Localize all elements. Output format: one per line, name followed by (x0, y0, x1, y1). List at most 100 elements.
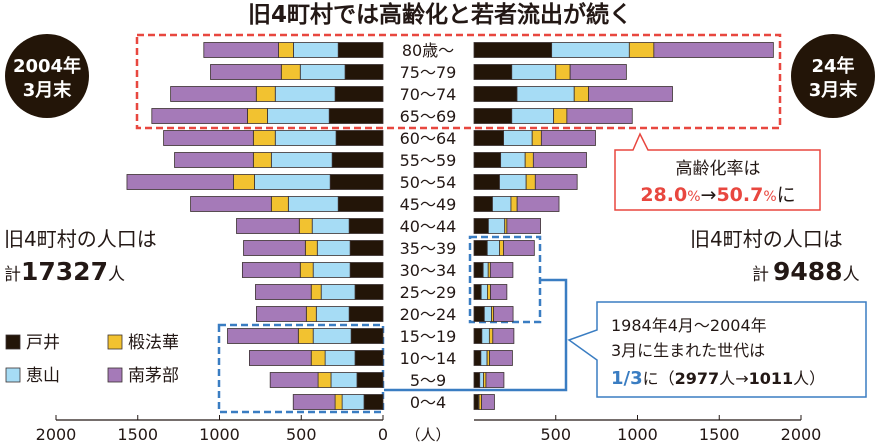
bar-left-11-椴法華 (310, 284, 322, 300)
bar-left-6-椴法華 (233, 174, 255, 190)
bar-left-11-恵山 (320, 284, 356, 300)
bar-right-1-恵山 (511, 64, 557, 80)
bar-left-2-椴法華 (255, 86, 276, 102)
right-total-prefix: 計 (752, 265, 769, 285)
age-label: 20～24 (400, 305, 457, 324)
age-label: 25～29 (400, 283, 457, 302)
bar-left-13-椴法華 (297, 328, 314, 344)
bar-left-2-南茅部 (170, 86, 257, 102)
bar-right-15-恵山 (479, 372, 484, 388)
bar-left-9-戸井 (349, 240, 384, 256)
aging-arrow: → (701, 184, 717, 206)
axis-unit-label: （人） (405, 426, 450, 442)
badge-2004: 2004年 3月末 (5, 34, 89, 118)
left-total-prefix: 計 (4, 265, 21, 285)
youth-callout-line2: 3月に生まれた世代は (611, 341, 765, 360)
youth-from: 2977 (675, 369, 720, 388)
youth-unit1: 人 (719, 369, 735, 388)
bar-left-6-南茅部 (126, 174, 234, 190)
bar-right-8-恵山 (487, 218, 506, 234)
badge-left-line2: 3月末 (23, 79, 73, 101)
age-label: 0～4 (410, 393, 446, 412)
bar-left-0-椴法華 (278, 42, 294, 58)
bar-right-11-戸井 (473, 284, 482, 300)
aging-to: 50.7 (716, 184, 763, 206)
bar-right-1-戸井 (473, 64, 513, 80)
bar-right-14-南茅部 (489, 350, 513, 366)
age-label: 80歳～ (402, 41, 454, 60)
bar-right-13-椴法華 (488, 328, 494, 344)
bar-left-11-南茅部 (255, 284, 312, 300)
bar-left-7-椴法華 (270, 196, 289, 212)
bar-left-8-恵山 (311, 218, 350, 234)
bar-left-8-南茅部 (236, 218, 300, 234)
badge-left-line1: 2004年 (13, 55, 81, 77)
tick-label: 2000 (36, 425, 77, 442)
bar-left-13-戸井 (350, 328, 384, 344)
bar-right-13-恵山 (481, 328, 490, 344)
bar-left-10-戸井 (349, 262, 384, 278)
bar-right-12-南茅部 (493, 306, 514, 322)
bar-left-3-恵山 (267, 108, 330, 124)
left-total-unit: 人 (108, 265, 125, 285)
bar-right-0-戸井 (473, 42, 553, 58)
svg-text:高齢化率は: 高齢化率は (676, 159, 761, 179)
youth-callout: 1984年4月～2004年 3月に生まれた世代は 1/3に（2977人→1011… (567, 301, 867, 398)
tick-label: 1500 (117, 425, 158, 442)
bar-right-2-戸井 (473, 86, 518, 102)
bar-left-0-恵山 (293, 42, 339, 58)
bar-right-12-戸井 (473, 306, 485, 322)
aging-from: 28.0 (640, 184, 687, 206)
bar-right-8-南茅部 (506, 218, 541, 234)
bar-left-3-戸井 (328, 108, 384, 124)
badge-2024: 24年 3月末 (791, 34, 875, 118)
bar-left-4-恵山 (274, 130, 337, 146)
aging-pct1: % (687, 189, 700, 205)
age-label: 40～44 (400, 217, 457, 236)
bar-right-13-戸井 (473, 328, 483, 344)
bar-left-8-戸井 (348, 218, 384, 234)
bar-right-11-恵山 (480, 284, 488, 300)
bar-left-3-南茅部 (151, 108, 248, 124)
bar-left-5-南茅部 (174, 152, 254, 168)
bar-left-14-椴法華 (310, 350, 326, 366)
bar-right-15-南茅部 (485, 372, 505, 388)
bar-right-0-椴法華 (628, 42, 655, 58)
legend-label: 南茅部 (128, 366, 179, 386)
bar-right-2-南茅部 (588, 86, 673, 102)
left-total-value: 17327 (21, 257, 108, 286)
bar-left-12-戸井 (348, 306, 384, 322)
bar-right-9-椴法華 (499, 240, 504, 256)
right-total-value: 9488 (773, 257, 843, 286)
bar-left-6-恵山 (254, 174, 331, 190)
bar-left-14-戸井 (354, 350, 384, 366)
bar-right-6-南茅部 (534, 174, 578, 190)
bar-left-15-南茅部 (269, 372, 319, 388)
tick-label: 500 (540, 425, 571, 442)
bar-right-5-椴法華 (524, 152, 534, 168)
bar-right-9-戸井 (473, 240, 488, 256)
bar-left-9-椴法華 (304, 240, 318, 256)
bar-right-5-恵山 (500, 152, 526, 168)
age-label: 10～14 (400, 349, 457, 368)
bar-left-8-椴法華 (298, 218, 313, 234)
bar-left-2-恵山 (274, 86, 336, 102)
bar-left-12-南茅部 (256, 306, 307, 322)
bar-left-4-戸井 (335, 130, 384, 146)
bar-left-10-恵山 (312, 262, 351, 278)
age-label: 55～59 (400, 151, 457, 170)
bar-right-7-南茅部 (516, 196, 560, 212)
legend-label: 戸井 (26, 333, 60, 353)
badge-right-line1: 24年 (811, 55, 854, 77)
aging-pct2: % (763, 189, 776, 205)
bar-left-4-南茅部 (163, 130, 254, 146)
bar-right-5-戸井 (473, 152, 502, 168)
bar-left-13-恵山 (312, 328, 352, 344)
bar-right-4-戸井 (473, 130, 504, 146)
bar-right-0-南茅部 (653, 42, 774, 58)
badge-right-line2: 3月末 (809, 79, 859, 101)
bar-left-4-椴法華 (252, 130, 276, 146)
bar-right-10-恵山 (482, 262, 489, 278)
bar-right-14-恵山 (480, 350, 488, 366)
